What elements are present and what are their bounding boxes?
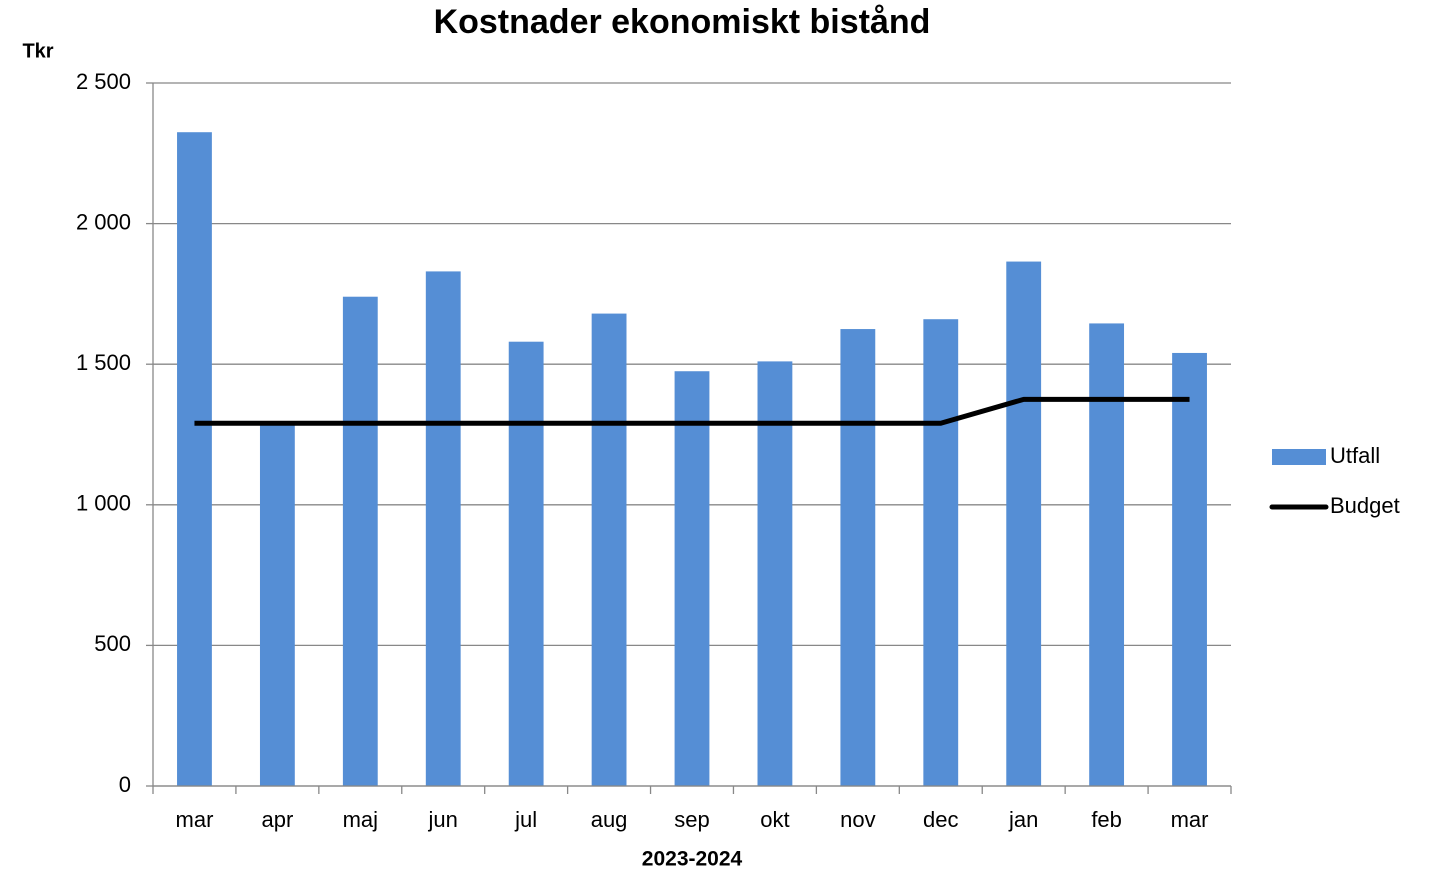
legend-swatch xyxy=(1272,449,1326,465)
chart-title: Kostnader ekonomiskt bistånd xyxy=(434,3,931,41)
bar xyxy=(425,271,461,786)
bar xyxy=(1006,261,1042,786)
y-tick-label: 1 000 xyxy=(76,491,131,516)
x-tick-label: dec xyxy=(923,807,958,832)
x-tick-label: sep xyxy=(674,807,709,832)
bar xyxy=(259,423,295,786)
x-tick-label: jun xyxy=(428,807,458,832)
y-tick-label: 0 xyxy=(119,772,131,797)
bar xyxy=(177,132,212,786)
x-tick-label: maj xyxy=(343,807,378,832)
bar xyxy=(342,296,378,786)
x-tick-label: aug xyxy=(591,807,628,832)
legend-label: Utfall xyxy=(1330,443,1380,468)
x-tick-label: mar xyxy=(176,807,214,832)
x-axis-label: 2023-2024 xyxy=(642,848,743,871)
y-axis-label: Tkr xyxy=(22,40,53,62)
bar xyxy=(674,371,710,786)
bar xyxy=(1172,352,1207,786)
bar xyxy=(757,361,793,786)
x-tick-label: apr xyxy=(261,807,293,832)
x-tick-label: mar xyxy=(1171,807,1209,832)
x-tick-label: nov xyxy=(840,807,875,832)
bar xyxy=(591,313,627,786)
bar xyxy=(508,341,544,786)
y-tick-label: 500 xyxy=(94,631,131,656)
bar xyxy=(923,319,959,786)
y-tick-label: 2 000 xyxy=(76,209,131,234)
x-tick-label: jan xyxy=(1008,807,1038,832)
x-tick-label: feb xyxy=(1091,807,1122,832)
y-tick-label: 1 500 xyxy=(76,350,131,375)
bar xyxy=(1089,323,1125,786)
x-tick-label: okt xyxy=(760,807,789,832)
legend-label: Budget xyxy=(1330,493,1400,518)
y-tick-label: 2 500 xyxy=(76,69,131,94)
bar xyxy=(840,329,876,786)
line xyxy=(194,396,1190,426)
x-tick-label: jul xyxy=(514,807,537,832)
